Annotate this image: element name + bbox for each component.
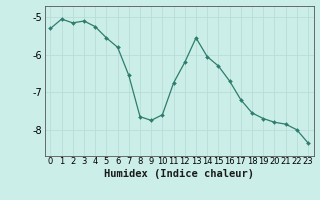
X-axis label: Humidex (Indice chaleur): Humidex (Indice chaleur) [104, 169, 254, 179]
